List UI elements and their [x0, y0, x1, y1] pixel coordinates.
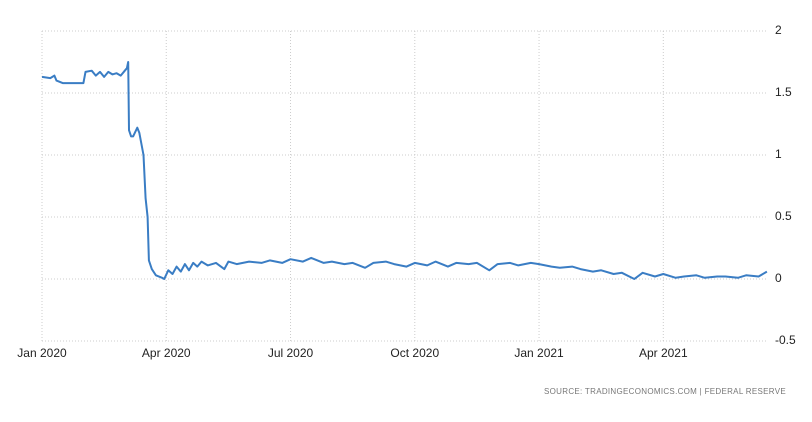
y-tick-label: 1 — [775, 147, 782, 161]
x-tick-label: Oct 2020 — [390, 346, 439, 360]
x-tick-label: Apr 2020 — [142, 346, 191, 360]
y-tick-label: -0.5 — [775, 333, 796, 347]
y-tick-label: 0 — [775, 271, 782, 285]
x-tick-label: Jul 2020 — [268, 346, 314, 360]
y-tick-label: 1.5 — [775, 85, 792, 99]
x-tick-label: Apr 2021 — [639, 346, 688, 360]
source: SOURCE: TRADINGECONOMICS.COM | FEDERAL R… — [544, 387, 786, 396]
y-tick-label: 0.5 — [775, 209, 792, 223]
data-line — [41, 61, 768, 280]
x-tick-label: Jan 2021 — [514, 346, 564, 360]
y-tick-label: 2 — [775, 23, 782, 37]
x-tick-label: Jan 2020 — [17, 346, 67, 360]
